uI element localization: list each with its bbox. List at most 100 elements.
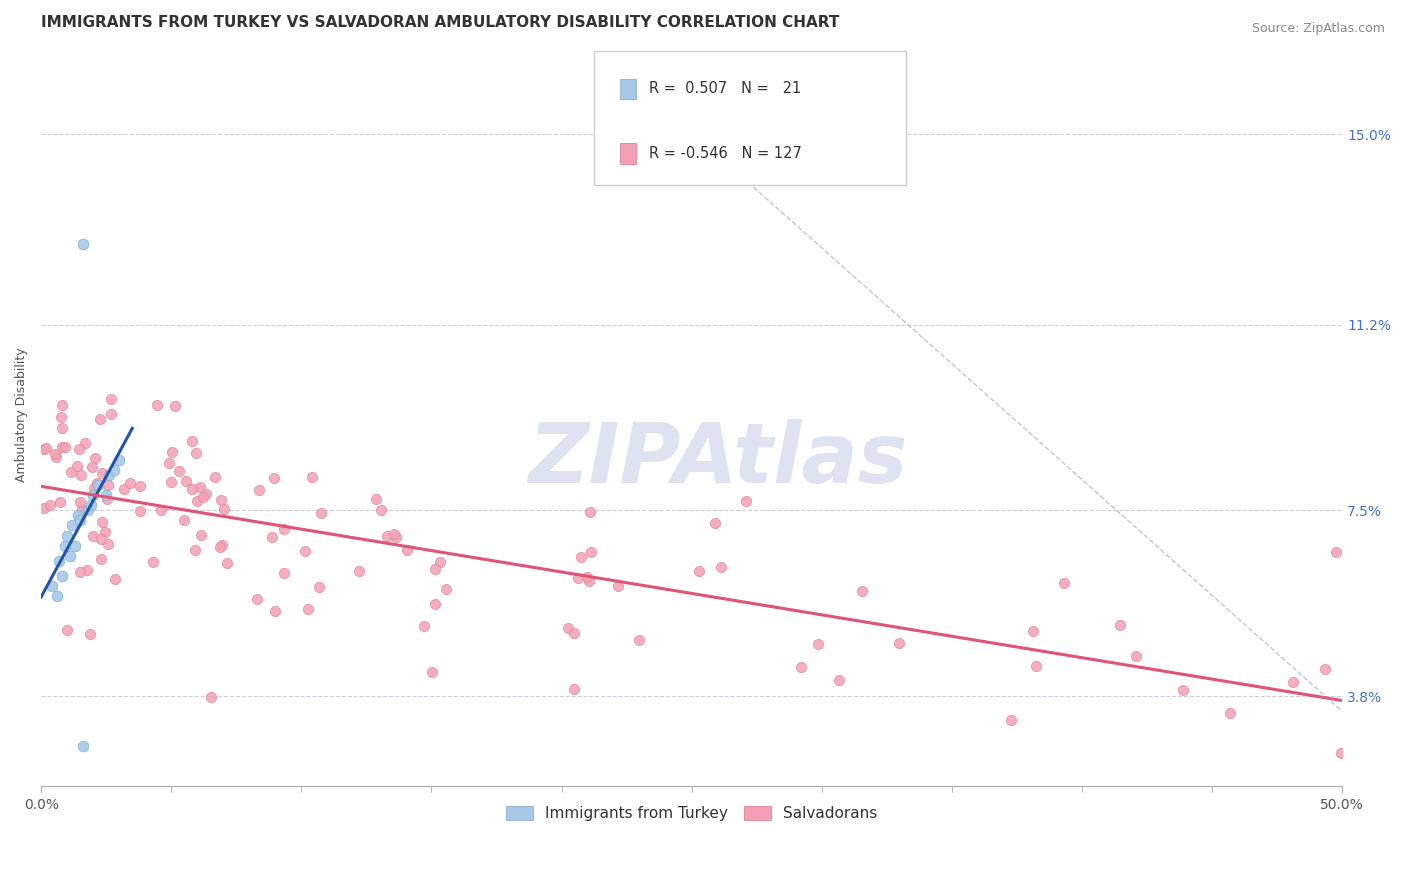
Point	[87, 478, 110, 492]
Point	[174, 475, 197, 489]
FancyBboxPatch shape	[595, 51, 907, 185]
Point	[375, 529, 398, 543]
Point	[63, 539, 86, 553]
Point	[96, 492, 118, 507]
Point	[32, 500, 55, 515]
Point	[246, 592, 269, 607]
Point	[301, 470, 323, 484]
Point	[49, 495, 72, 509]
Legend: Immigrants from Turkey, Salvadorans: Immigrants from Turkey, Salvadorans	[499, 800, 884, 827]
Point	[562, 682, 585, 697]
Point	[51, 568, 73, 582]
Point	[789, 660, 811, 674]
Point	[263, 604, 285, 618]
Point	[688, 564, 710, 578]
Point	[1125, 648, 1147, 663]
Point	[1326, 545, 1348, 559]
Point	[204, 470, 226, 484]
Point	[211, 538, 233, 552]
Point	[384, 530, 406, 544]
Point	[607, 579, 630, 593]
Point	[66, 508, 89, 523]
Point	[69, 513, 91, 527]
Point	[887, 636, 910, 650]
Point	[1173, 682, 1195, 697]
Point	[163, 399, 186, 413]
Point	[59, 465, 82, 479]
Point	[66, 459, 89, 474]
Point	[96, 488, 118, 502]
Point	[49, 410, 72, 425]
Point	[73, 436, 96, 450]
Point	[1282, 675, 1305, 690]
Point	[735, 494, 758, 508]
Point	[104, 572, 127, 586]
Point	[562, 625, 585, 640]
Point	[39, 499, 62, 513]
Point	[72, 237, 94, 252]
Text: IMMIGRANTS FROM TURKEY VS SALVADORAN AMBULATORY DISABILITY CORRELATION CHART: IMMIGRANTS FROM TURKEY VS SALVADORAN AMB…	[41, 15, 839, 30]
Point	[578, 574, 600, 588]
Point	[180, 482, 202, 496]
Point	[129, 504, 152, 518]
Point	[434, 582, 457, 597]
Text: ZIPAtlas: ZIPAtlas	[529, 419, 907, 500]
Point	[55, 440, 77, 454]
Point	[82, 529, 104, 543]
Point	[120, 476, 142, 491]
Point	[273, 566, 295, 580]
Point	[273, 522, 295, 536]
Point	[69, 495, 91, 509]
Point	[82, 488, 104, 502]
Point	[142, 555, 165, 569]
Point	[186, 446, 208, 460]
Point	[193, 490, 215, 504]
Point	[167, 464, 190, 478]
Point	[94, 525, 117, 540]
Point	[89, 412, 111, 426]
Point	[1025, 659, 1047, 673]
Point	[45, 450, 67, 464]
Point	[83, 481, 105, 495]
Point	[32, 442, 55, 456]
Point	[90, 515, 112, 529]
Point	[86, 476, 108, 491]
Point	[180, 434, 202, 449]
Point	[90, 532, 112, 546]
Y-axis label: Ambulatory Disability: Ambulatory Disability	[15, 348, 28, 483]
Point	[90, 551, 112, 566]
Point	[173, 513, 195, 527]
Point	[56, 528, 79, 542]
Point	[423, 597, 446, 611]
Point	[186, 494, 208, 508]
Point	[157, 456, 180, 470]
Point	[51, 421, 73, 435]
Point	[429, 555, 451, 569]
Point	[184, 542, 207, 557]
Point	[413, 619, 436, 633]
Point	[159, 475, 181, 490]
Point	[576, 570, 599, 584]
Point	[209, 541, 232, 555]
Point	[103, 463, 125, 477]
Point	[51, 398, 73, 412]
Point	[212, 502, 235, 516]
Point	[35, 442, 58, 456]
Point	[97, 468, 120, 483]
Point	[579, 505, 602, 519]
Point	[44, 447, 66, 461]
Point	[97, 478, 120, 492]
Point	[79, 626, 101, 640]
Point	[710, 559, 733, 574]
Point	[51, 441, 73, 455]
Point	[704, 516, 727, 531]
Point	[84, 450, 107, 465]
Point	[70, 501, 93, 516]
Point	[70, 467, 93, 482]
Point	[76, 563, 98, 577]
Point	[247, 483, 270, 498]
Point	[567, 571, 589, 585]
Point	[260, 530, 283, 544]
Point	[56, 624, 79, 638]
Point	[579, 545, 602, 559]
